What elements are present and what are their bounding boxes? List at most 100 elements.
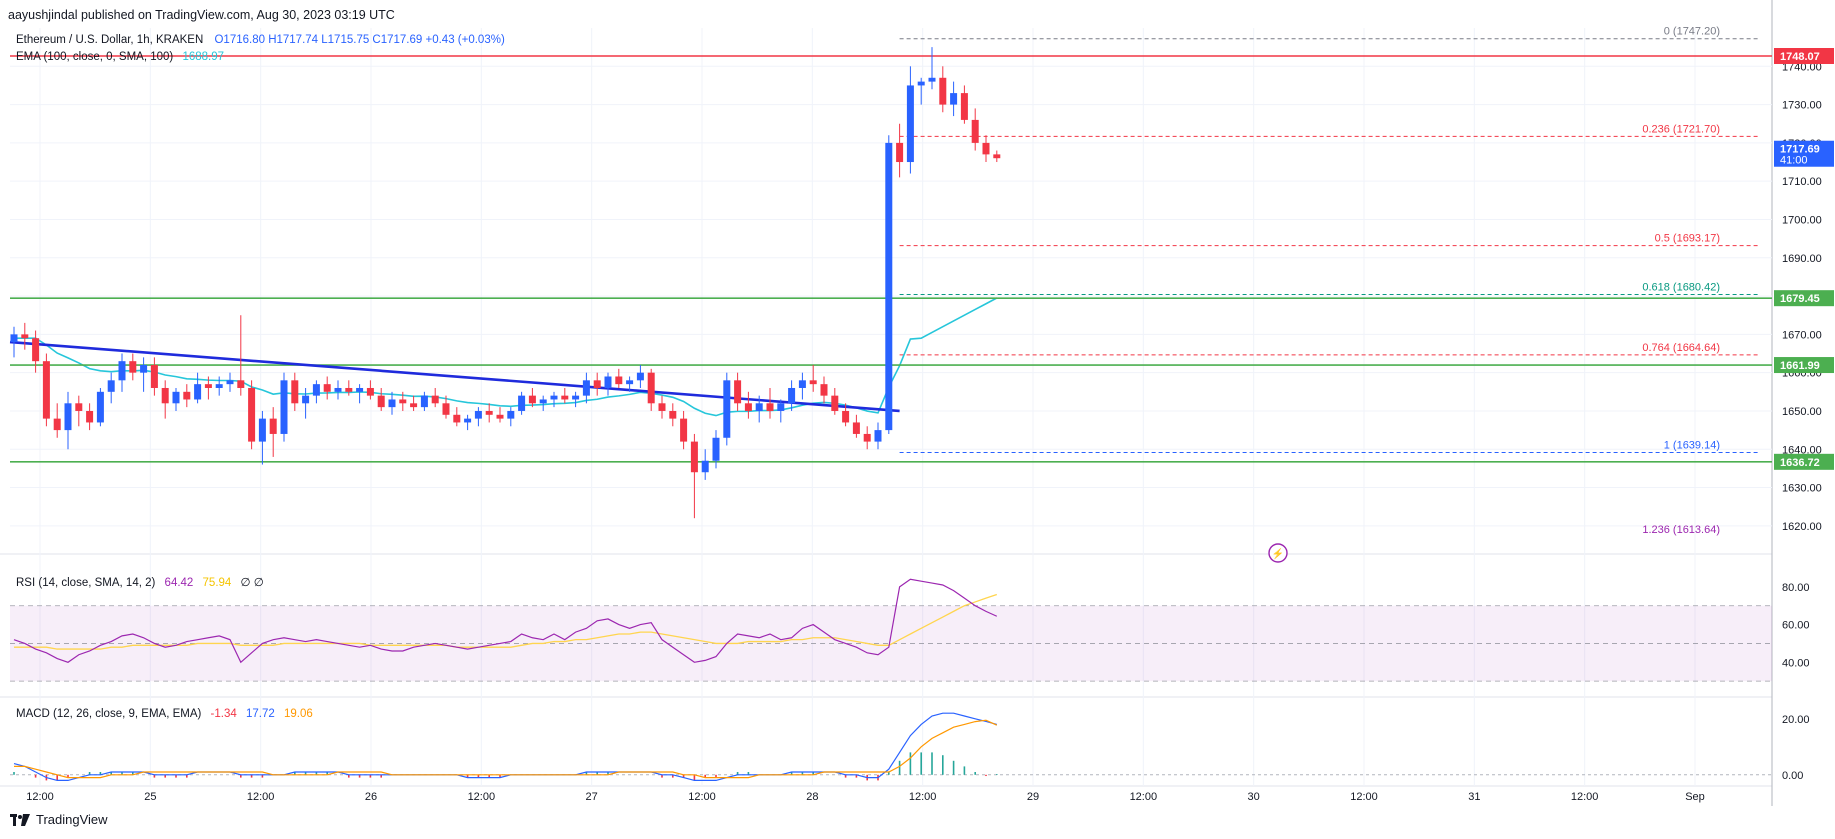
price-tick-label: 1630.00: [1782, 483, 1822, 495]
candle: [226, 372, 234, 392]
candle: [680, 410, 688, 450]
candle-body: [388, 399, 396, 408]
current-price-value: 1717.69: [1780, 144, 1820, 156]
candle-body: [86, 410, 94, 423]
candle: [917, 77, 925, 105]
candle-body: [496, 414, 504, 419]
time-tick-label: 12:00: [688, 791, 716, 803]
candle: [734, 372, 742, 411]
time-tick-label: 12:00: [1350, 791, 1378, 803]
candle: [334, 380, 342, 400]
candle: [388, 391, 396, 415]
support-level-value: 1661.99: [1780, 360, 1820, 372]
symbol-legend[interactable]: Ethereum / U.S. Dollar, 1h, KRAKEN O1716…: [16, 34, 505, 46]
fib-level-label: 1 (1639.14): [1664, 440, 1720, 452]
price-tick-label: 1710.00: [1782, 176, 1822, 188]
candle-body: [377, 395, 385, 408]
candle: [474, 407, 482, 427]
candle: [971, 108, 979, 151]
candle: [820, 376, 828, 404]
candle-body: [550, 395, 558, 400]
rsi-ma-value: 75.94: [202, 577, 232, 589]
candle-body: [399, 399, 407, 404]
candle: [302, 387, 310, 419]
candle-body: [809, 380, 817, 385]
candle-body: [150, 365, 158, 388]
candle: [356, 384, 364, 404]
candle: [280, 372, 288, 442]
candle-body: [507, 410, 515, 419]
candle: [647, 368, 655, 411]
candle: [150, 357, 158, 396]
candle: [377, 387, 385, 411]
candle: [755, 395, 763, 423]
candle-body: [906, 85, 914, 163]
candle: [842, 403, 850, 427]
candle-body: [658, 403, 666, 411]
candle-body: [10, 334, 18, 343]
candle-body: [312, 384, 320, 396]
candle: [269, 407, 277, 457]
alert-lightning-icon[interactable]: [1268, 543, 1288, 563]
bearish-trendline[interactable]: [9, 340, 900, 413]
ema-legend[interactable]: EMA (100, close, 0, SMA, 100) 1688.97: [16, 51, 224, 63]
candle-body: [140, 365, 148, 373]
brand[interactable]: TradingView: [10, 812, 108, 827]
candle: [215, 376, 223, 396]
candle-body: [874, 430, 882, 442]
candle: [53, 403, 61, 438]
candle-body: [64, 403, 72, 431]
macd-line: [13, 712, 997, 782]
candle-body: [788, 387, 796, 404]
fib-level-label: 0.764 (1664.64): [1642, 342, 1720, 354]
time-tick-label: 12:00: [909, 791, 937, 803]
candle: [561, 387, 569, 404]
candle-body: [172, 391, 180, 404]
candle-body: [615, 376, 623, 385]
time-tick-label: 26: [365, 791, 377, 803]
candle-body: [269, 418, 277, 434]
candle: [960, 85, 968, 124]
fib-level-label: 0.5 (1693.17): [1655, 233, 1720, 245]
candle: [507, 407, 515, 427]
macd-legend[interactable]: MACD (12, 26, close, 9, EMA, EMA) -1.34 …: [16, 708, 313, 720]
candle: [42, 353, 50, 427]
candle: [928, 47, 936, 90]
candle: [21, 322, 29, 350]
candle-body: [939, 77, 947, 105]
macd-label: MACD (12, 26, close, 9, EMA, EMA): [16, 708, 202, 720]
tradingview-logo-icon: [10, 813, 30, 826]
candle-body: [777, 403, 785, 411]
candle-body: [831, 395, 839, 411]
macd-tick-label: 20.00: [1782, 714, 1810, 726]
macd-value: -1.34: [210, 708, 237, 720]
time-tick-label: 27: [586, 791, 598, 803]
candle: [690, 433, 698, 519]
candle: [464, 414, 472, 431]
candle-body: [701, 460, 709, 473]
fib-level-label: 0.236 (1721.70): [1642, 123, 1720, 135]
candle-body: [993, 154, 1001, 159]
candle-body: [291, 380, 299, 404]
brand-name: TradingView: [36, 812, 108, 827]
rsi-line: [13, 578, 998, 664]
rsi-extra: ∅ ∅: [240, 577, 264, 589]
resistance-level-badge: [1774, 48, 1834, 64]
candle: [669, 403, 677, 427]
candle-body: [712, 437, 720, 461]
rsi-label: RSI (14, close, SMA, 14, 2): [16, 577, 156, 589]
candle: [701, 449, 709, 480]
candle: [993, 150, 1001, 163]
rsi-legend[interactable]: RSI (14, close, SMA, 14, 2) 64.42 75.94 …: [16, 575, 264, 589]
candle-body: [960, 93, 968, 120]
candle-body: [258, 418, 266, 442]
candle-body: [474, 410, 482, 419]
candle: [939, 66, 947, 113]
candle-body: [129, 361, 137, 373]
candle: [204, 376, 212, 400]
time-tick-label: 12:00: [468, 791, 496, 803]
candle-body: [842, 410, 850, 423]
ohlc-values: O1716.80 H1717.74 L1715.75 C1717.69 +0.4…: [214, 34, 505, 46]
ema-label: EMA (100, close, 0, SMA, 100): [16, 51, 174, 63]
